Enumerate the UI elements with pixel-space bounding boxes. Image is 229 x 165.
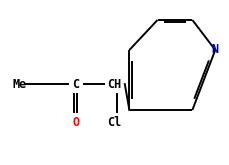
Text: Me: Me <box>13 78 27 91</box>
Text: C: C <box>72 78 79 91</box>
Text: CH: CH <box>107 78 122 91</box>
Text: N: N <box>212 44 219 56</box>
Text: O: O <box>72 116 79 129</box>
Text: Cl: Cl <box>107 116 122 129</box>
